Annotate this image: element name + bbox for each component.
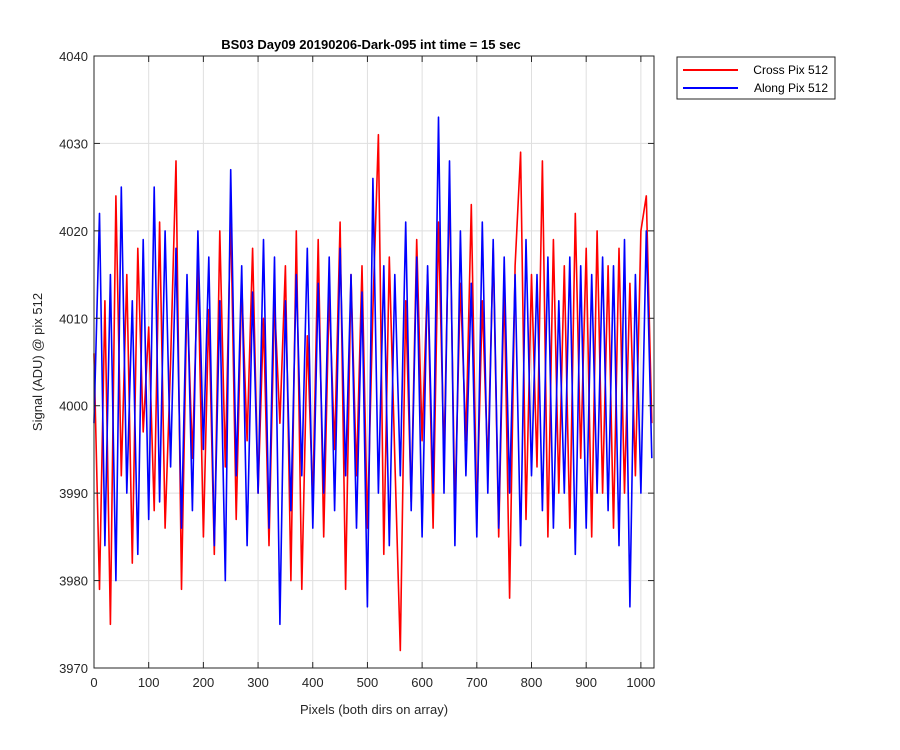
y-tick-label: 4030 [59,136,88,151]
x-tick-label: 100 [138,675,160,690]
y-tick-label: 4000 [59,399,88,414]
legend-box [676,56,836,100]
y-tick-label: 3990 [59,486,88,501]
series-line-1 [93,116,653,626]
x-tick-labels: 0 100 200 300 400 500 600 700 800 900 1000 [90,675,655,690]
y-tick-labels: 3970 3980 3990 4000 4010 4020 4030 4040 [59,49,88,676]
x-tick-label: 500 [357,675,379,690]
y-tick-label: 3970 [59,661,88,676]
x-tick-label: 800 [521,675,543,690]
x-tick-label: 400 [302,675,324,690]
plot-frame [93,55,655,669]
y-tick-label: 4010 [59,311,88,326]
legend: Cross Pix 512 Along Pix 512 [676,56,836,100]
y-tick-label: 3980 [59,574,88,589]
series-lines [93,116,653,652]
x-tick-label: 900 [575,675,597,690]
x-tick-label: 600 [411,675,433,690]
x-tick-label: 300 [247,675,269,690]
chart-title: BS03 Day09 20190206-Dark-095 int time = … [221,37,521,52]
x-tick-label: 700 [466,675,488,690]
y-axis-label: Signal (ADU) @ pix 512 [30,293,45,431]
axis-ticks [93,55,654,669]
legend-label-cross: Cross Pix 512 [753,63,828,77]
x-tick-label: 1000 [626,675,655,690]
y-tick-label: 4040 [59,49,88,64]
x-axis-label: Pixels (both dirs on array) [300,702,448,717]
y-tick-label: 4020 [59,224,88,239]
x-tick-label: 0 [90,675,97,690]
x-tick-label: 200 [193,675,215,690]
legend-label-along: Along Pix 512 [754,81,828,95]
